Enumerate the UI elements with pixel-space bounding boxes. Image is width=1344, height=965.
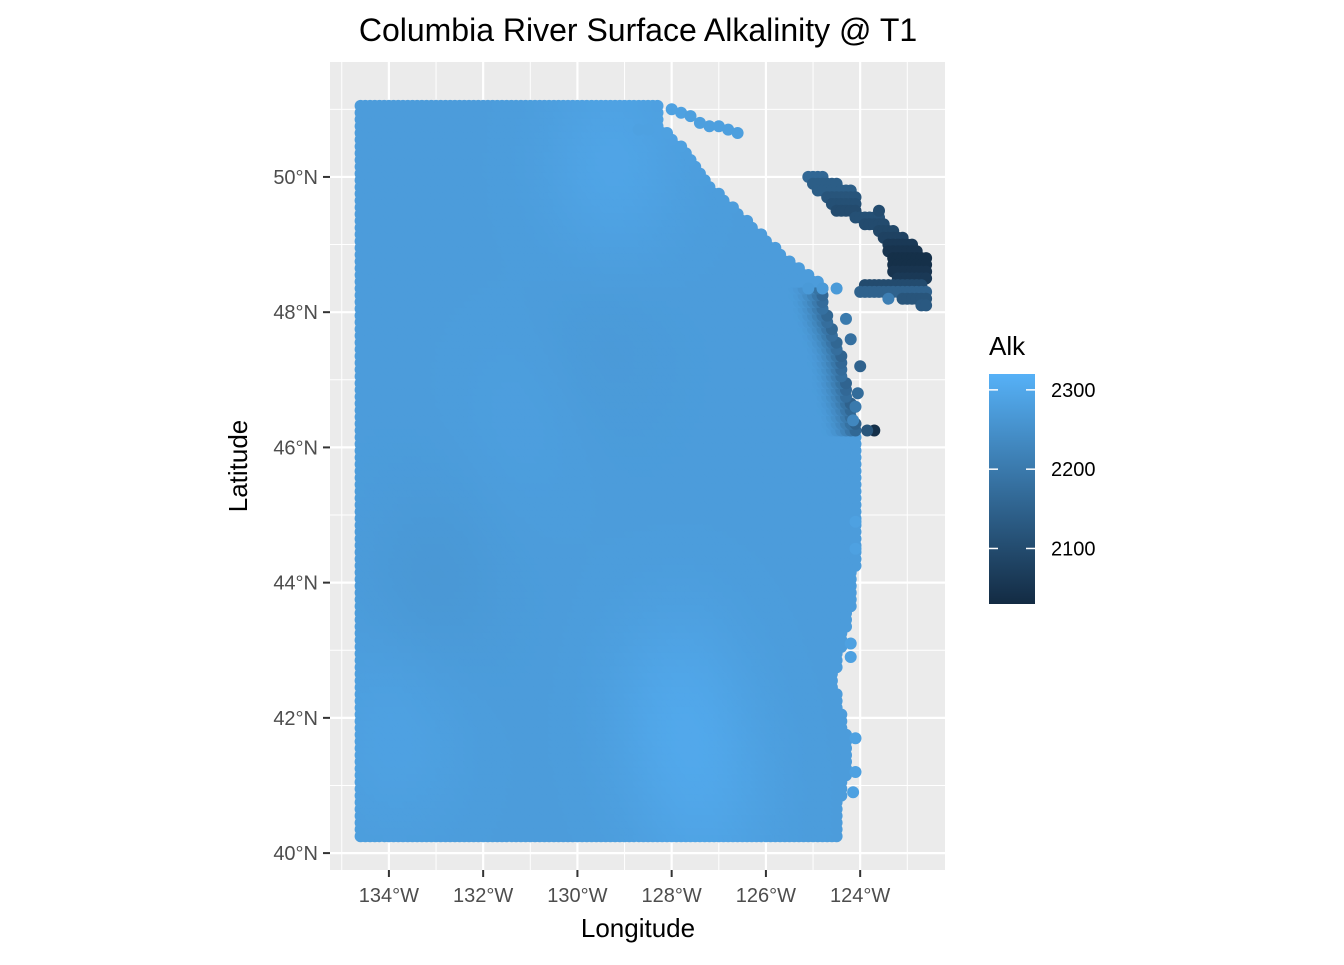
data-points	[355, 100, 933, 842]
